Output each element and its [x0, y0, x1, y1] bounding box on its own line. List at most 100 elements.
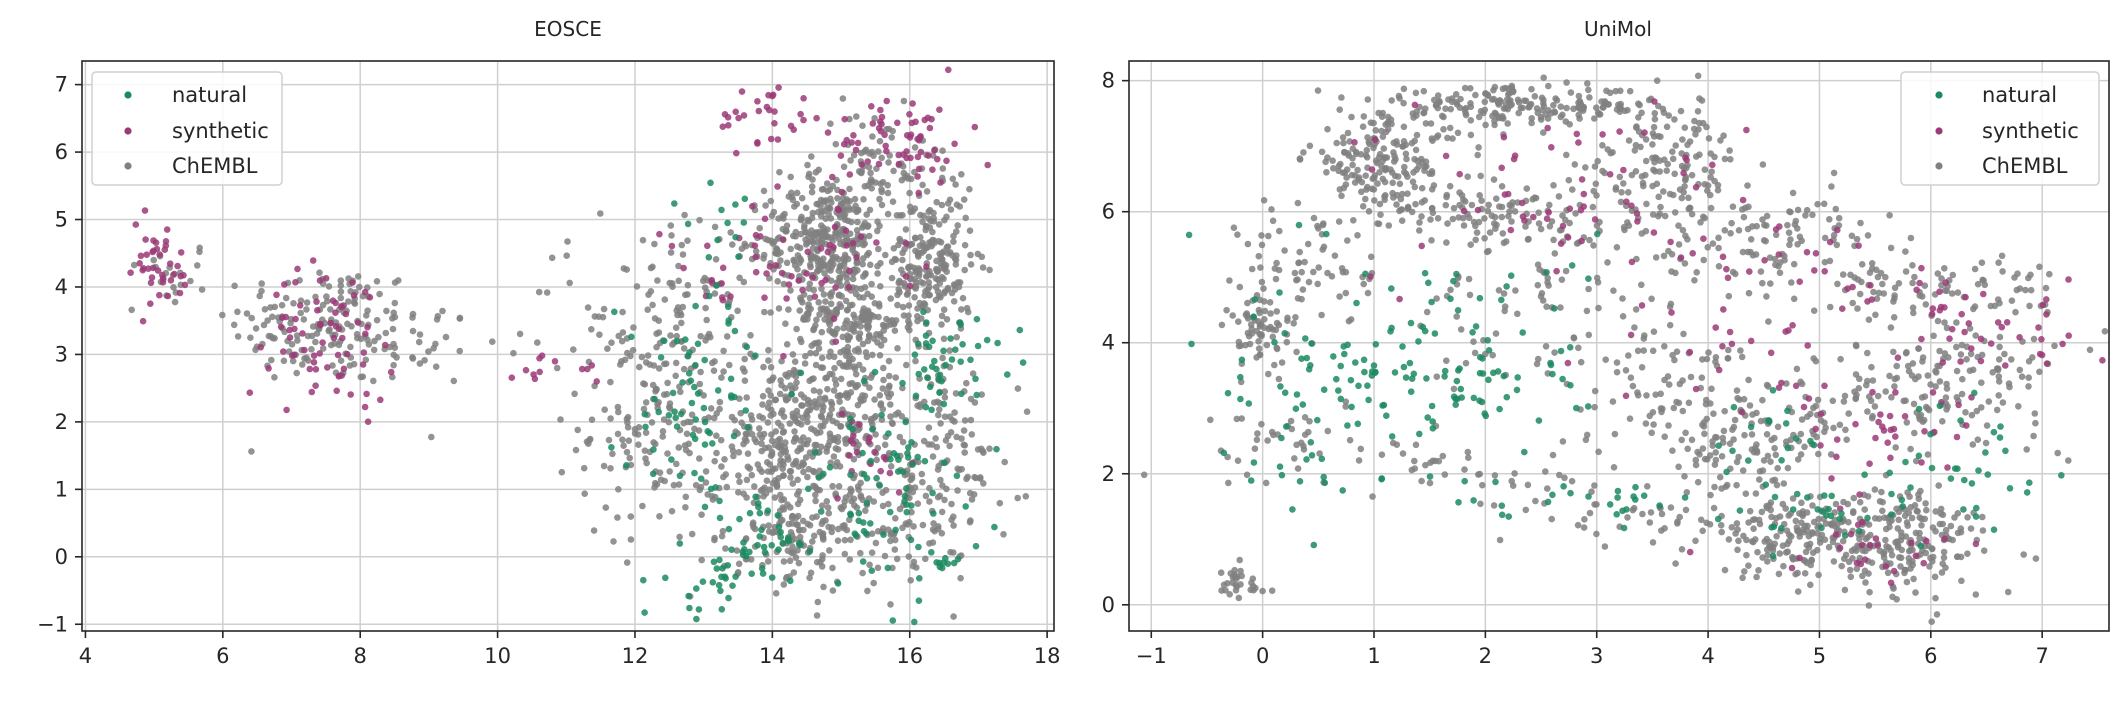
unimol-point-synthetic [1920, 559, 1927, 567]
unimol-point-chembl [1532, 194, 1540, 202]
eosce-point-natural [730, 432, 738, 440]
unimol-point-chembl [1888, 551, 1896, 559]
unimol-point-synthetic [1641, 129, 1648, 136]
eosce-point-chembl [323, 297, 331, 305]
eosce-point-chembl [826, 321, 833, 328]
unimol-point-chembl [1617, 198, 1625, 206]
eosce-point-chembl [828, 405, 835, 413]
unimol-point-chembl [1340, 139, 1347, 147]
unimol-point-chembl [1704, 244, 1711, 251]
eosce-point-chembl [261, 306, 269, 313]
unimol-point-chembl [1679, 226, 1687, 234]
unimol-point-chembl [1671, 170, 1678, 178]
unimol-point-chembl [1223, 306, 1230, 314]
eosce-point-chembl [581, 490, 588, 498]
unimol-point-chembl [1708, 168, 1715, 175]
eosce-point-chembl [1001, 458, 1008, 466]
unimol-point-chembl [2027, 286, 2035, 294]
eosce-point-chembl [777, 257, 784, 264]
eosce-point-chembl [846, 185, 853, 193]
eosce-point-chembl [676, 533, 683, 541]
unimol-point-natural [1431, 330, 1439, 337]
unimol-point-chembl [1661, 433, 1668, 441]
unimol-point-chembl [1762, 237, 1769, 245]
unimol-point-chembl [1267, 310, 1274, 317]
eosce-point-chembl [968, 431, 976, 438]
unimol-point-chembl [1278, 359, 1286, 366]
eosce-point-natural [936, 389, 943, 397]
unimol-point-natural [1585, 275, 1592, 283]
eosce-point-chembl [776, 435, 784, 443]
eosce-axes-frame [81, 60, 1055, 632]
unimol-point-chembl [1966, 325, 1974, 332]
eosce-point-chembl [818, 413, 826, 421]
eosce-point-chembl [920, 437, 928, 445]
unimol-point-chembl [1901, 512, 1909, 520]
eosce-point-chembl [782, 395, 790, 403]
eosce-point-chembl [912, 278, 920, 286]
unimol-point-synthetic [1953, 433, 1961, 441]
unimol-point-chembl [2027, 271, 2034, 279]
eosce-point-chembl [776, 168, 783, 176]
unimol-point-chembl [1717, 521, 1725, 529]
unimol-point-chembl [2022, 286, 2029, 294]
eosce-point-chembl [818, 328, 826, 336]
eosce-point-chembl [258, 280, 266, 287]
eosce-legend-label-natural: natural [172, 83, 247, 107]
eosce-point-chembl [780, 215, 787, 222]
eosce-point-natural [707, 485, 715, 493]
unimol-point-synthetic [1712, 324, 1719, 331]
unimol-point-chembl [1494, 98, 1501, 105]
eosce-point-synthetic [928, 115, 935, 123]
unimol-point-chembl [1254, 430, 1261, 437]
unimol-point-chembl [1790, 260, 1798, 268]
eosce-point-natural [764, 507, 772, 514]
eosce-point-chembl [795, 527, 803, 534]
eosce-point-natural [806, 548, 814, 555]
unimol-point-synthetic [2038, 336, 2045, 343]
unimol-point-chembl [1622, 367, 1630, 374]
unimol-point-chembl [1940, 554, 1948, 561]
eosce-point-chembl [932, 275, 940, 282]
eosce-point-chembl [964, 308, 972, 316]
unimol-point-chembl [1364, 289, 1372, 297]
unimol-point-chembl [1314, 280, 1321, 288]
unimol-point-synthetic [2002, 362, 2009, 369]
unimol-point-chembl [1903, 578, 1911, 586]
unimol-point-chembl [1401, 163, 1408, 171]
eosce-point-synthetic [584, 365, 591, 373]
eosce-point-chembl [950, 238, 957, 245]
eosce-point-synthetic [769, 91, 777, 99]
eosce-point-synthetic [137, 252, 145, 260]
unimol-point-chembl [1920, 416, 1928, 424]
eosce-point-chembl [219, 311, 226, 319]
unimol-point-synthetic [1963, 422, 1970, 429]
eosce-point-chembl [626, 454, 633, 462]
eosce-point-chembl [790, 569, 798, 576]
eosce-point-natural [774, 512, 782, 519]
eosce-point-natural [691, 383, 698, 391]
eosce-point-natural [713, 565, 721, 572]
eosce-point-chembl [840, 324, 847, 332]
unimol-point-chembl [1657, 405, 1665, 412]
eosce-point-synthetic [277, 323, 285, 331]
eosce-point-chembl [779, 407, 786, 414]
eosce-point-synthetic [154, 267, 162, 274]
unimol-point-chembl [1878, 488, 1885, 496]
unimol-point-synthetic [1680, 169, 1687, 177]
eosce-point-chembl [929, 453, 937, 460]
unimol-point-chembl [1314, 87, 1322, 94]
eosce-point-synthetic [902, 240, 910, 247]
eosce-point-chembl [563, 252, 570, 259]
unimol-point-chembl [1887, 244, 1895, 252]
unimol-point-chembl [2020, 551, 2027, 558]
eosce-point-natural [915, 597, 923, 604]
eosce-point-chembl [836, 398, 843, 406]
unimol-point-chembl [1864, 349, 1871, 357]
unimol-point-chembl [1441, 471, 1449, 478]
unimol-point-chembl [1532, 497, 1539, 505]
eosce-point-chembl [952, 390, 960, 397]
eosce-point-chembl [950, 613, 957, 620]
eosce-point-chembl [308, 332, 316, 340]
unimol-point-natural [1535, 417, 1543, 424]
